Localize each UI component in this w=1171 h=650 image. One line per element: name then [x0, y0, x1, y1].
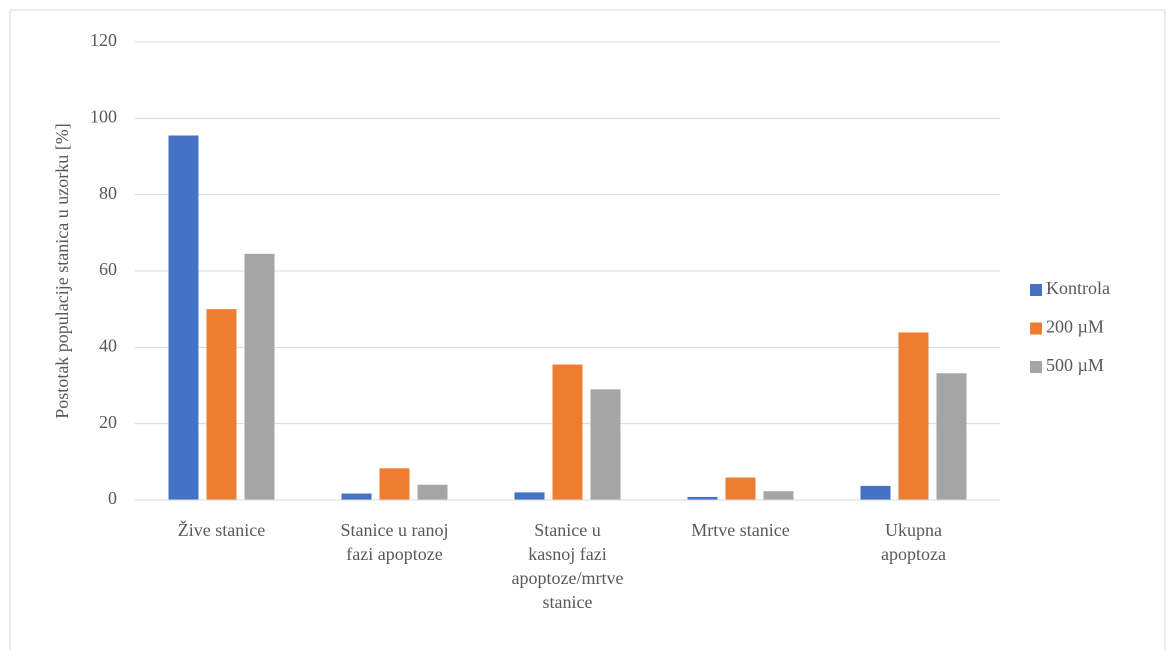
legend-label: 500 µM — [1046, 355, 1104, 375]
bar — [341, 493, 372, 500]
y-tick-label: 100 — [90, 106, 117, 126]
x-tick-label: Žive stanice — [177, 520, 266, 540]
bar — [379, 468, 410, 500]
bar — [763, 491, 794, 500]
x-tick-label: Stanice u kasnoj fazi apoptoze/mrtve sta… — [511, 520, 624, 612]
legend-swatch — [1030, 284, 1042, 296]
legend-swatch — [1030, 322, 1042, 335]
bar — [725, 477, 756, 500]
y-tick-label: 40 — [99, 335, 117, 355]
y-tick-label: 60 — [99, 259, 117, 279]
bar — [244, 253, 275, 500]
bar — [417, 484, 448, 500]
legend-label: 200 µM — [1046, 317, 1104, 337]
bar — [552, 364, 583, 500]
x-tick-label: Ukupna apoptoza — [881, 520, 946, 564]
bar — [898, 332, 929, 500]
x-tick-label: Mrtve stanice — [691, 520, 790, 540]
bar — [687, 496, 718, 500]
y-tick-label: 80 — [99, 183, 117, 203]
legend-label: Kontrola — [1046, 278, 1110, 298]
y-tick-label: 20 — [99, 412, 117, 432]
y-axis-title: Postotak populacije stanica u uzorku [%] — [52, 123, 72, 418]
chart-border — [9, 9, 1166, 650]
bar — [936, 373, 967, 500]
bar — [206, 309, 237, 500]
bar — [514, 492, 545, 500]
legend-swatch — [1030, 361, 1042, 373]
x-tick-label: Stanice u ranoj fazi apoptoze — [340, 520, 449, 564]
y-tick-label: 0 — [108, 488, 117, 508]
y-tick-label: 120 — [90, 30, 117, 50]
bar — [860, 485, 891, 500]
bar — [168, 135, 199, 500]
bar — [590, 389, 621, 500]
